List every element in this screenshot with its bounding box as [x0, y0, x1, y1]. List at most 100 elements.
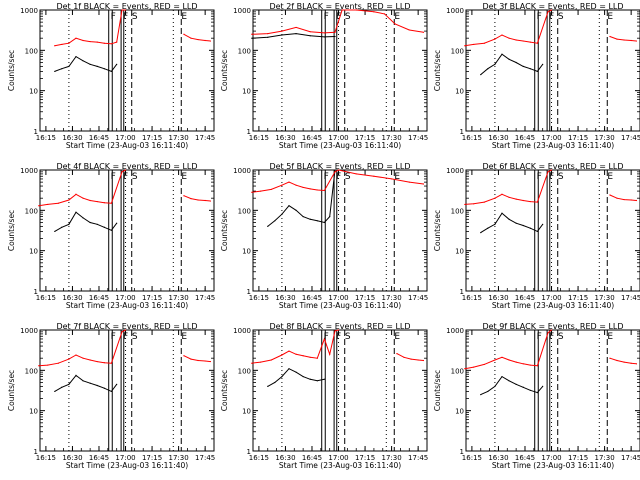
- data-point: [323, 221, 325, 224]
- lld-series-line: [464, 169, 552, 205]
- data-point: [124, 329, 127, 331]
- data-point: [609, 194, 611, 196]
- data-point: [116, 41, 118, 43]
- x-tick-label: 17:00: [115, 294, 135, 302]
- data-point: [501, 34, 503, 36]
- event-letter: F: [537, 332, 542, 342]
- data-point: [288, 205, 290, 207]
- event-letter: E: [181, 332, 187, 342]
- data-point: [494, 385, 496, 387]
- y-tick-label: 1000: [446, 7, 464, 15]
- lld-series-line: [183, 355, 211, 363]
- data-point: [522, 386, 524, 388]
- x-tick-label: 17:00: [541, 454, 561, 462]
- data-point: [302, 186, 304, 189]
- y-tick-label: 1000: [20, 327, 38, 335]
- x-tick-label: 17:15: [142, 294, 162, 302]
- y-axis-label: Counts/sec: [433, 50, 442, 91]
- x-tick-label: 17:15: [142, 134, 162, 142]
- data-point: [288, 368, 290, 370]
- x-tick-label: 17:00: [115, 134, 135, 142]
- data-point: [635, 199, 638, 202]
- x-tick-label: 17:45: [408, 134, 428, 142]
- y-tick-label: 100: [238, 47, 251, 55]
- data-point: [75, 354, 77, 356]
- data-point: [38, 365, 40, 367]
- data-point: [464, 368, 466, 370]
- events-series-line: [267, 368, 325, 387]
- data-point: [61, 43, 63, 46]
- x-tick-label: 16:45: [302, 454, 322, 462]
- data-point: [302, 215, 304, 218]
- data-point: [251, 33, 253, 35]
- lld-series-line: [609, 357, 637, 365]
- data-point: [82, 357, 84, 359]
- y-tick-label: 1000: [20, 7, 38, 15]
- data-point: [550, 329, 553, 331]
- data-point: [501, 375, 503, 378]
- data-point: [616, 359, 618, 362]
- x-tick-label: 17:30: [169, 134, 189, 142]
- data-point: [522, 40, 524, 42]
- data-point: [288, 181, 290, 183]
- data-point: [616, 38, 618, 40]
- data-point: [121, 171, 123, 173]
- y-tick-label: 1: [247, 128, 251, 136]
- x-axis-label: Start Time (23-Aug-03 16:11:40): [492, 141, 614, 150]
- data-point: [54, 390, 56, 393]
- data-point: [536, 230, 538, 233]
- x-tick-label: 16:30: [275, 134, 295, 142]
- data-point: [96, 41, 98, 43]
- data-point: [116, 383, 118, 385]
- lld-series-line: [609, 194, 637, 201]
- x-tick-label: 17:45: [621, 294, 640, 302]
- data-point: [197, 38, 199, 41]
- data-point: [270, 188, 272, 191]
- data-point: [68, 358, 70, 360]
- data-point: [183, 33, 185, 35]
- events-series-line: [251, 33, 336, 39]
- y-tick-label: 10: [29, 408, 38, 416]
- x-tick-label: 16:15: [36, 294, 56, 302]
- y-tick-label: 100: [451, 207, 464, 215]
- data-point: [54, 45, 56, 47]
- events-series-line: [54, 55, 118, 73]
- x-tick-label: 17:00: [328, 134, 348, 142]
- event-letter: F: [123, 12, 128, 22]
- data-point: [480, 394, 482, 396]
- data-point: [82, 60, 84, 62]
- data-point: [334, 169, 336, 171]
- data-point: [355, 173, 357, 175]
- data-point: [110, 43, 112, 45]
- data-point: [110, 70, 112, 73]
- data-point: [323, 189, 325, 192]
- axes-frame: [252, 169, 428, 292]
- x-axis-label: Start Time (23-Aug-03 16:11:40): [66, 301, 188, 310]
- y-axis-label: Counts/sec: [220, 50, 229, 91]
- data-point: [391, 178, 393, 180]
- y-tick-label: 10: [455, 88, 464, 96]
- event-letter: F: [537, 172, 542, 182]
- data-point: [373, 11, 375, 13]
- data-point: [197, 359, 199, 362]
- data-point: [515, 39, 517, 41]
- data-point: [68, 383, 70, 385]
- data-point: [309, 35, 311, 37]
- data-point: [536, 70, 538, 73]
- data-point: [542, 63, 544, 65]
- event-letter: S: [558, 172, 564, 182]
- x-tick-label: 17:45: [408, 454, 428, 462]
- data-point: [464, 203, 466, 206]
- data-point: [190, 358, 192, 360]
- data-point: [57, 362, 59, 364]
- data-point: [403, 356, 405, 358]
- y-axis-label: Counts/sec: [7, 50, 16, 91]
- data-point: [508, 196, 510, 198]
- lld-series-line: [183, 33, 211, 42]
- x-tick-label: 17:15: [568, 454, 588, 462]
- x-tick-label: 17:30: [595, 134, 615, 142]
- y-axis-label: Counts/sec: [7, 370, 16, 411]
- data-point: [89, 359, 91, 361]
- x-tick-label: 17:45: [195, 294, 215, 302]
- data-point: [536, 365, 538, 367]
